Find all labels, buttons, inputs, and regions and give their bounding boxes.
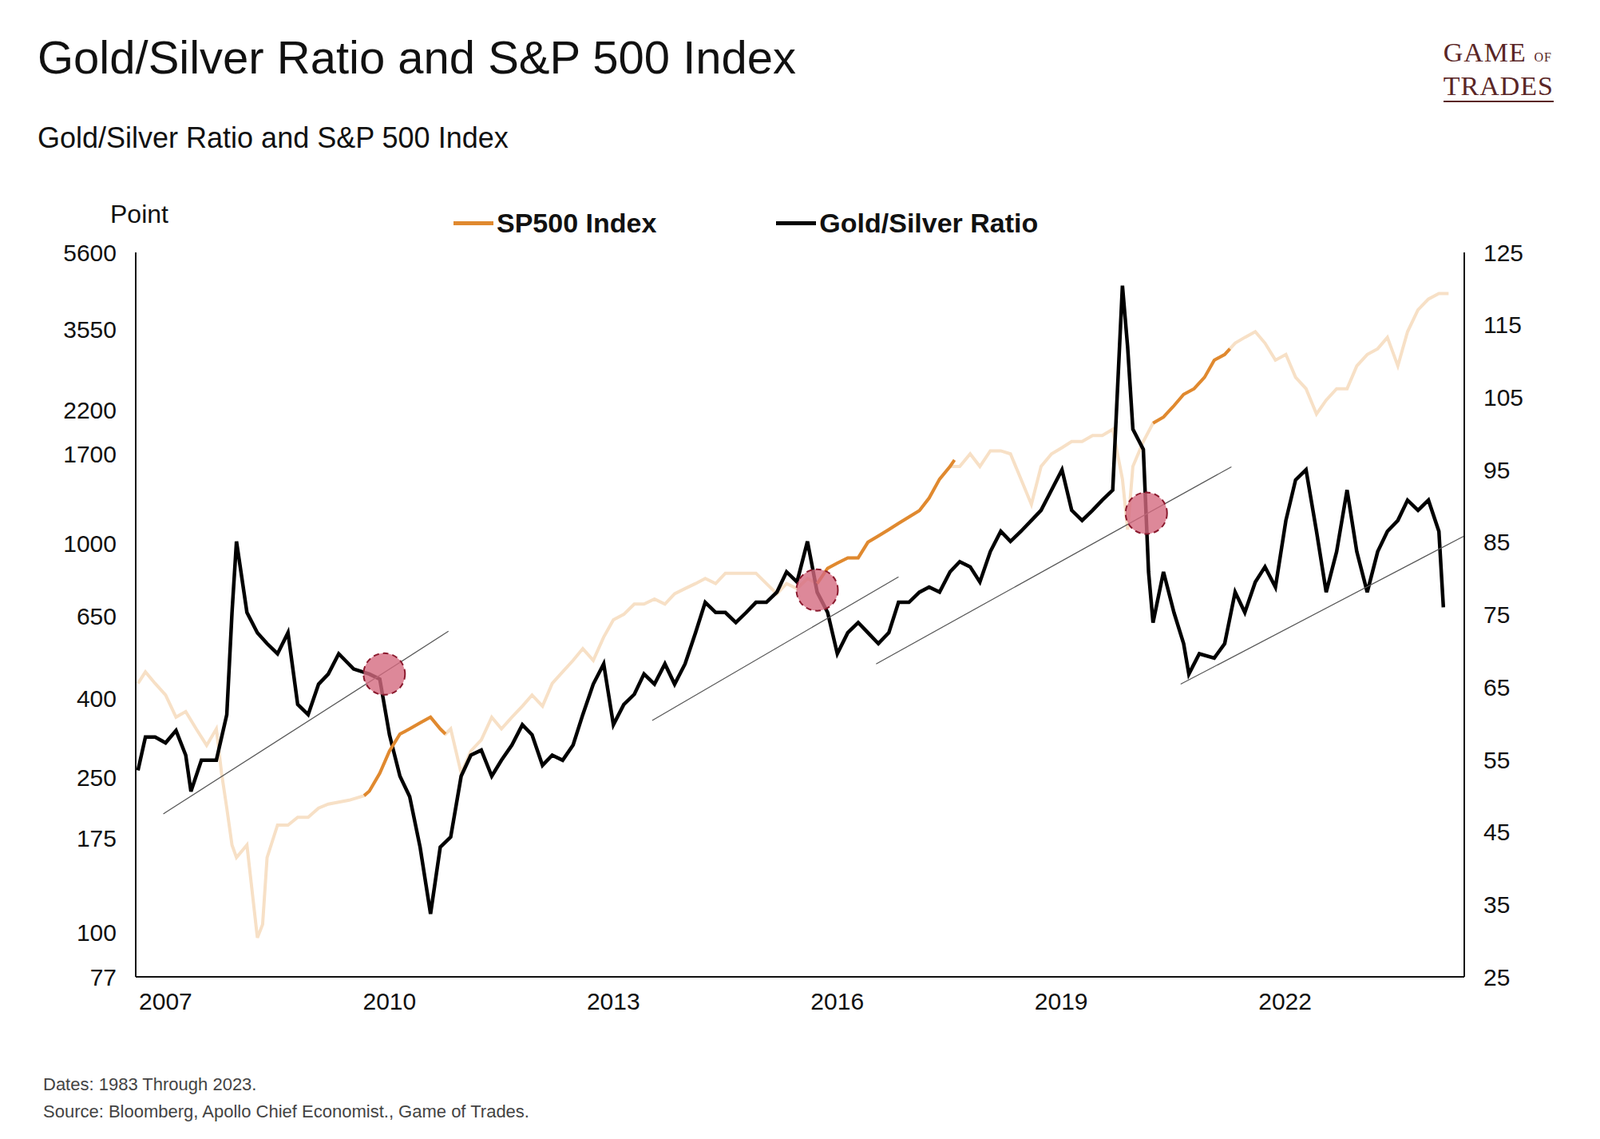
svg-text:2013: 2013 (586, 987, 641, 1014)
svg-text:115: 115 (1483, 311, 1522, 338)
html-text:Gold/Silver Ratio: Gold/Silver Ratio (819, 207, 1039, 238)
html-text:SP500 Index: SP500 Index (496, 207, 657, 238)
html-text:Dates: 1983 Through 2023.: Dates: 1983 Through 2023. (43, 1073, 257, 1094)
svg-text:2010: 2010 (362, 987, 416, 1014)
svg-text:5600: 5600 (63, 239, 117, 266)
html-text:Gold/Silver Ratio and S&P 500: Gold/Silver Ratio and S&P 500 Index (37, 121, 509, 155)
svg-text:125: 125 (1483, 239, 1524, 266)
svg-text:650: 650 (76, 602, 117, 630)
svg-text:75: 75 (1483, 601, 1510, 628)
svg-text:2016: 2016 (810, 987, 864, 1014)
html-text:Point: Point (110, 199, 169, 229)
svg-text:105: 105 (1483, 384, 1524, 411)
svg-text:65: 65 (1483, 673, 1510, 701)
svg-text:35: 35 (1483, 891, 1510, 918)
html-text:Gold/Silver Ratio and S&P 500: Gold/Silver Ratio and S&P 500 Index (37, 31, 797, 84)
svg-text:2200: 2200 (63, 396, 117, 424)
svg-text:25: 25 (1483, 963, 1510, 991)
svg-text:45: 45 (1483, 818, 1510, 845)
svg-text:77: 77 (90, 963, 117, 991)
svg-text:100: 100 (76, 918, 117, 946)
svg-text:175: 175 (76, 824, 117, 852)
html-text:Source: Bloomberg, Apollo Chie: Source: Bloomberg, Apollo Chief Economis… (43, 1100, 530, 1121)
svg-text:400: 400 (76, 685, 117, 712)
svg-text:2019: 2019 (1034, 987, 1089, 1014)
svg-text:1000: 1000 (63, 530, 117, 557)
svg-text:1700: 1700 (63, 440, 117, 468)
html-text:OF: OF (1534, 50, 1552, 64)
svg-text:2007: 2007 (138, 987, 193, 1014)
svg-text:2022: 2022 (1258, 987, 1312, 1014)
svg-text:3550: 3550 (63, 316, 117, 343)
svg-text:250: 250 (76, 764, 117, 791)
svg-text:95: 95 (1483, 456, 1510, 484)
html-text:GAME: GAME (1443, 37, 1527, 68)
svg-text:85: 85 (1483, 528, 1510, 555)
svg-text:55: 55 (1483, 746, 1510, 773)
html-text:TRADES: TRADES (1443, 71, 1554, 101)
